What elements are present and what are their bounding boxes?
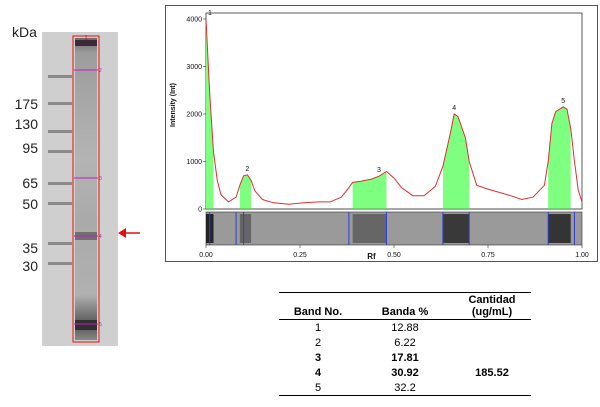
lane-strip-band-2 xyxy=(239,214,252,243)
cell-qty xyxy=(453,320,531,336)
cell-pct: 12.88 xyxy=(391,321,419,334)
peak-area-2 xyxy=(239,174,252,209)
plot-frame xyxy=(205,12,583,210)
x-tick-0.25: 0.25 xyxy=(293,252,307,259)
y-tick-3000: 3000 xyxy=(186,64,202,71)
gel-lane-overlay: 2 3 4 5 1 xyxy=(48,35,102,343)
ladder-bands xyxy=(48,75,72,265)
kda-marker-50: 50 xyxy=(22,196,38,212)
gel-band-number-2: 2 xyxy=(99,68,102,74)
kda-marker-65: 65 xyxy=(22,175,38,191)
gel-band-number-4: 4 xyxy=(99,234,102,240)
header-band-no: Band No. xyxy=(293,306,343,318)
cell-pct: 6.22 xyxy=(394,336,416,349)
y-tick-2000: 2000 xyxy=(186,112,202,119)
cell-band: 1 xyxy=(314,321,322,334)
densitometry-chart: 1 2 3 4 5 0 1000 2000 3000 4000 Intensity (Int) 0.0… xyxy=(170,10,589,261)
x-axis-label: Rf xyxy=(367,252,376,261)
lane-strip-band-3 xyxy=(352,214,387,243)
kda-marker-175: 175 xyxy=(14,96,38,112)
peak-label-5: 5 xyxy=(561,98,565,105)
cell-band: 2 xyxy=(314,336,322,349)
table-row: 2 6.22 xyxy=(279,335,531,350)
lane-strip-band-4 xyxy=(442,214,470,243)
y-tick-1000: 1000 xyxy=(186,159,202,166)
gel-band-number-3: 3 xyxy=(99,176,102,182)
peak-area-3 xyxy=(352,171,387,209)
table-row: 1 12.88 xyxy=(279,320,531,336)
lane-strip-band-5 xyxy=(548,214,571,243)
kda-marker-130: 130 xyxy=(14,116,38,132)
y-tick-0: 0 xyxy=(198,207,202,214)
header-cantidad: Cantidad (ug/mL) xyxy=(468,294,516,318)
cell-qty xyxy=(453,350,531,365)
cell-band: 4 xyxy=(314,366,322,379)
kda-marker-35: 35 xyxy=(22,240,38,256)
x-tick-0.00: 0.00 xyxy=(199,252,213,259)
intensity-curve xyxy=(205,18,583,205)
table-row: 5 32.2 xyxy=(279,380,531,396)
cell-qty xyxy=(453,380,531,396)
peak-label-1: 1 xyxy=(208,10,212,17)
peak-area-5 xyxy=(548,107,571,209)
band-quantification-table: Band No. Banda % Cantidad (ug/mL) 1 12.88… xyxy=(279,292,531,396)
cell-qty: 185.52 xyxy=(475,366,509,379)
cell-band: 3 xyxy=(314,351,322,364)
kda-marker-30: 30 xyxy=(22,258,38,274)
lane-selection-box xyxy=(72,35,100,343)
cell-pct: 32.2 xyxy=(394,381,416,394)
cell-qty xyxy=(453,335,531,350)
cell-pct: 30.92 xyxy=(391,366,419,379)
table-row: 3 17.81 xyxy=(279,350,531,365)
peak-label-4: 4 xyxy=(452,105,456,112)
peak-label-2: 2 xyxy=(245,166,249,173)
x-tick-1.00: 1.00 xyxy=(575,252,589,259)
peak-label-3: 3 xyxy=(377,167,381,174)
band-arrow-icon xyxy=(118,228,140,238)
lane-strip xyxy=(205,211,583,246)
x-tick-0.75: 0.75 xyxy=(481,252,495,259)
lane-number: 1 xyxy=(84,35,88,42)
kda-unit-label: kDa xyxy=(12,24,37,40)
cell-band: 5 xyxy=(314,381,322,394)
table-row: 4 30.92 185.52 xyxy=(279,365,531,380)
header-banda-pct: Banda % xyxy=(381,306,429,318)
kda-marker-95: 95 xyxy=(22,140,38,156)
peak-area-4 xyxy=(442,114,470,209)
gel-band-marks: 2 3 4 5 xyxy=(74,68,102,328)
sample-lane xyxy=(75,38,97,340)
y-tick-4000: 4000 xyxy=(186,17,202,24)
y-axis-label: Intensity (Int) xyxy=(170,83,177,127)
gel-band-number-5: 5 xyxy=(99,322,102,328)
cell-pct: 17.81 xyxy=(391,351,419,364)
x-tick-0.50: 0.50 xyxy=(387,252,401,259)
